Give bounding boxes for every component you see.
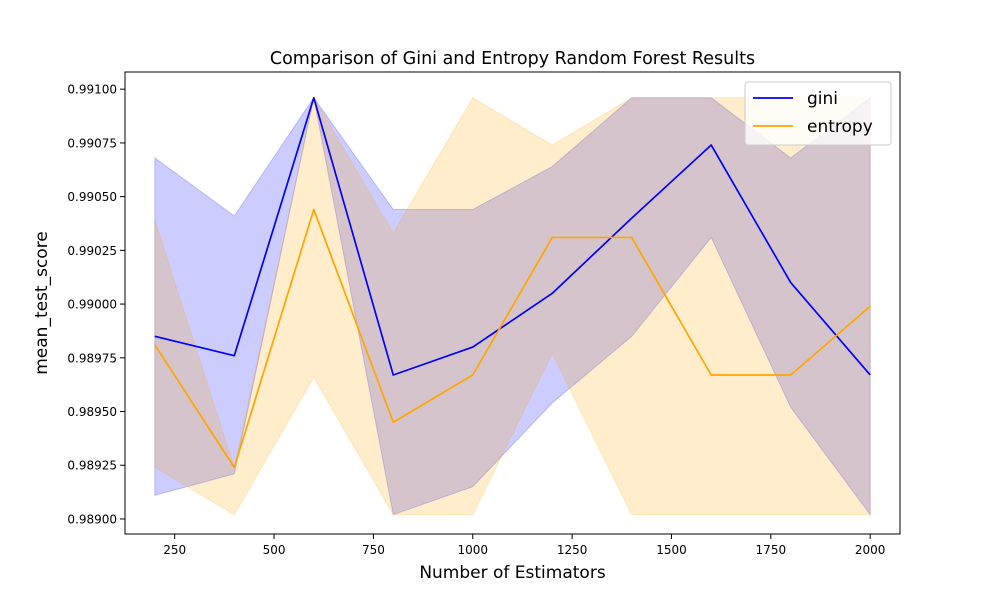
y-tick-label: 0.98900 — [67, 512, 117, 526]
x-tick-label: 1250 — [557, 543, 588, 557]
y-tick-label: 0.98975 — [67, 351, 117, 365]
y-tick-label: 0.99100 — [67, 83, 117, 97]
x-tick-label: 250 — [163, 543, 186, 557]
x-tick-label: 750 — [362, 543, 385, 557]
x-axis-ticks: 250 500 750 1000 1250 1500 1750 2000 — [163, 534, 885, 557]
y-tick-label: 0.98950 — [67, 405, 117, 419]
x-tick-label: 500 — [263, 543, 286, 557]
x-tick-label: 2000 — [855, 543, 886, 557]
y-axis-ticks: 0.98900 0.98925 0.98950 0.98975 0.99000 0.990… — [67, 83, 125, 526]
legend-label-gini: gini — [807, 89, 838, 109]
y-tick-label: 0.99025 — [67, 244, 117, 258]
line-entropy — [154, 208, 871, 469]
series-lines — [154, 96, 871, 469]
x-axis-label: Number of Estimators — [419, 563, 606, 583]
y-tick-label: 0.98925 — [67, 459, 117, 473]
plot-frame — [124, 71, 901, 535]
chart-title: Comparison of Gini and Entropy Random Fo… — [270, 49, 755, 69]
legend-label-entropy: entropy — [807, 117, 873, 137]
legend: gini entropy — [744, 81, 892, 146]
x-tick-label: 1500 — [656, 543, 687, 557]
y-axis-label: mean_test_score — [32, 231, 52, 375]
x-tick-label: 1000 — [457, 543, 488, 557]
y-tick-label: 0.99050 — [67, 190, 117, 204]
line-gini — [154, 96, 871, 376]
y-tick-label: 0.99000 — [67, 298, 117, 312]
y-tick-label: 0.99075 — [67, 136, 117, 150]
x-tick-label: 1750 — [756, 543, 787, 557]
